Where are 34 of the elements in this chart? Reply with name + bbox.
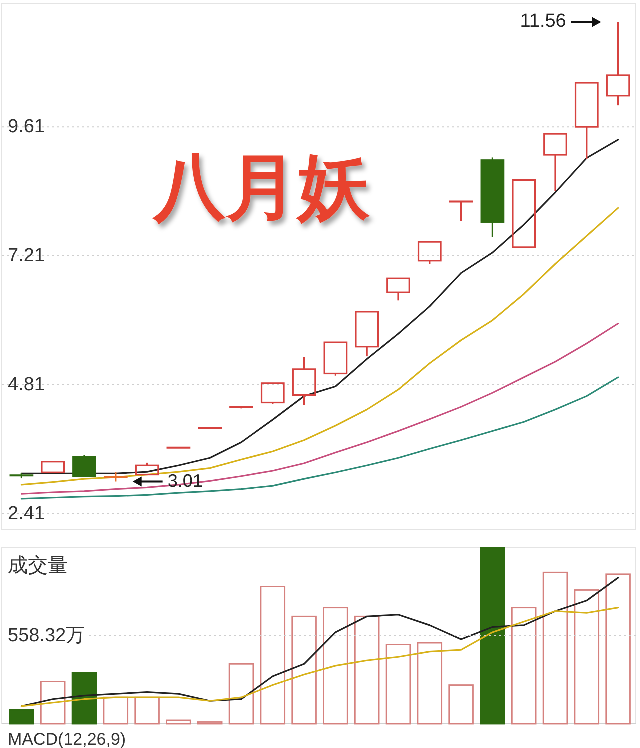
candlestick [574, 82, 599, 160]
bar [417, 642, 443, 725]
y-tick-label: 4.81 [8, 374, 45, 396]
candlestick [355, 311, 380, 358]
annotation: 11.56 [520, 10, 566, 32]
bar [260, 586, 286, 725]
bar [197, 722, 223, 725]
bar [574, 590, 600, 725]
bar [323, 607, 348, 725]
ref-line-label: 558.32万 [8, 626, 86, 646]
bar [72, 672, 98, 725]
candlestick [41, 461, 66, 474]
candlestick [386, 278, 410, 302]
bar [40, 681, 66, 725]
bar [448, 684, 474, 725]
bar [511, 607, 537, 725]
candlestick [292, 356, 316, 406]
y-tick-label: 2.41 [8, 504, 45, 524]
y-tick-label: 9.61 [8, 116, 45, 138]
candlestick [606, 21, 630, 106]
bar [606, 574, 631, 725]
bar [292, 616, 317, 725]
chart-title: 成交量 [8, 555, 68, 577]
y-tick-label: 7.21 [8, 246, 45, 267]
candlestick [512, 179, 536, 248]
bar [354, 616, 380, 725]
bar [228, 663, 254, 725]
bar [480, 547, 506, 725]
bar [166, 720, 192, 725]
bar [542, 572, 568, 725]
bar [9, 709, 34, 725]
candlestick [544, 133, 568, 192]
bar [386, 644, 412, 725]
text: 八月妖 [152, 148, 371, 228]
